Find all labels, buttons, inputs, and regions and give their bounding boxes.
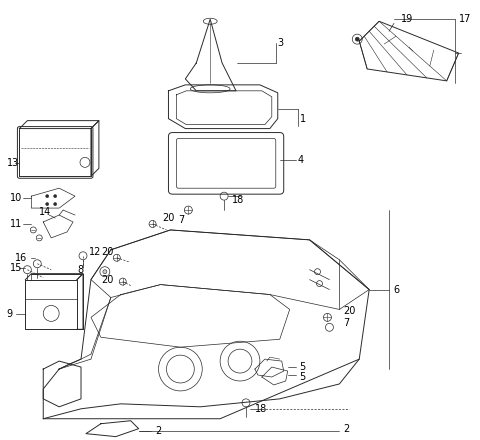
Circle shape [54,194,57,198]
Text: 17: 17 [458,14,471,24]
Text: 6: 6 [393,285,399,294]
Text: 3: 3 [278,38,284,48]
Text: 5: 5 [300,362,306,372]
Text: 7: 7 [343,319,349,328]
Text: 14: 14 [39,207,51,217]
Circle shape [46,194,48,198]
Text: 2: 2 [156,425,162,436]
Text: 20: 20 [343,306,356,316]
Text: 1: 1 [300,114,306,124]
Text: 10: 10 [10,193,22,203]
Circle shape [103,270,107,274]
Text: 18: 18 [232,195,244,205]
Text: 15: 15 [10,263,22,273]
Circle shape [46,202,48,205]
Text: 20: 20 [101,247,113,257]
Text: 13: 13 [7,158,19,169]
Text: 7: 7 [179,215,185,225]
Text: 2: 2 [343,424,349,434]
Text: 19: 19 [401,14,413,24]
Text: 18: 18 [255,404,267,414]
Text: 9: 9 [7,309,12,319]
Text: 4: 4 [298,155,304,165]
Circle shape [54,202,57,205]
Text: 20: 20 [163,213,175,223]
Text: 8: 8 [77,265,83,275]
Text: 5: 5 [300,372,306,382]
Circle shape [355,37,359,41]
Text: 16: 16 [15,253,28,263]
Text: 11: 11 [10,219,22,229]
Text: 12: 12 [89,247,101,257]
Text: 20: 20 [101,275,113,285]
